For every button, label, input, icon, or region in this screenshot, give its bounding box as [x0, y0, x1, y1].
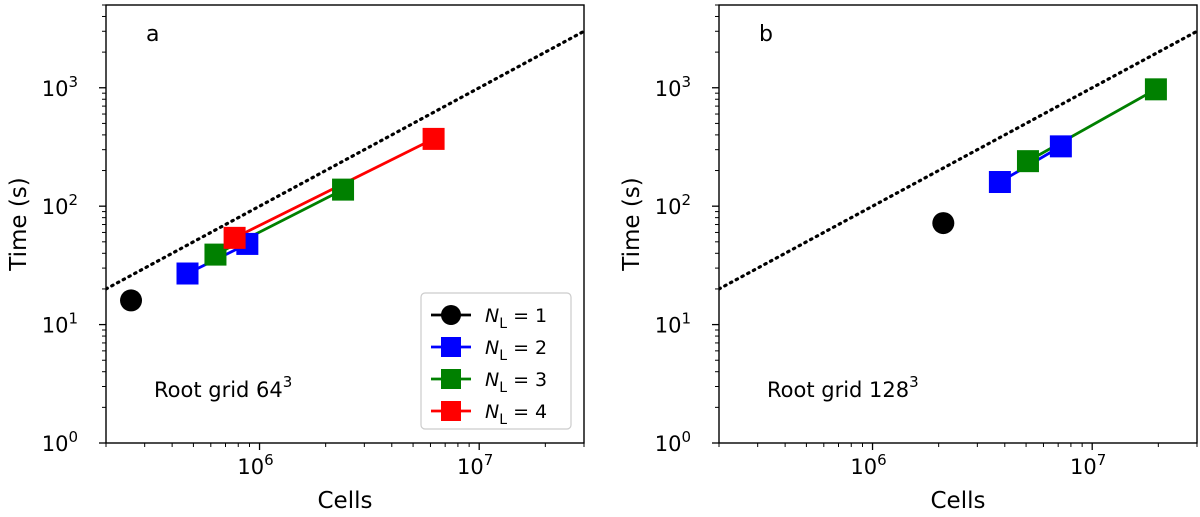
x-tick-label: 106 [237, 451, 273, 479]
data-point [1144, 78, 1167, 101]
legend-marker [441, 401, 461, 421]
plot-area [719, 29, 1197, 291]
legend-box [420, 292, 572, 430]
data-point [422, 127, 445, 150]
legend-item: NL = 4 [431, 401, 547, 428]
root-grid-label: Root grid 643 [154, 373, 292, 402]
panel-letter: a [146, 22, 159, 47]
plot-frame [105, 4, 585, 444]
y-tick-label: 101 [42, 310, 78, 338]
y-tick-label: 103 [42, 73, 78, 101]
data-point [204, 243, 227, 266]
x-tick-label: 107 [457, 451, 493, 479]
data-point [176, 262, 199, 285]
data-point [1016, 150, 1039, 173]
series-line-2 [1027, 88, 1157, 163]
panel-b: 106 107 100 101 102 103 Cells Time (s) b Root gri… [619, 4, 1198, 514]
reference-line [106, 29, 584, 291]
data-point [223, 226, 246, 249]
reference-line [719, 29, 1197, 291]
legend: NL = 1 NL = 2 NL = 3 NL = 4 [420, 292, 572, 430]
x-tick-label: 106 [850, 451, 886, 479]
legend-marker [441, 337, 461, 357]
y-axis-title: Time (s) [6, 177, 32, 272]
legend-item: NL = 3 [431, 369, 547, 396]
root-grid-label: Root grid 1283 [767, 373, 919, 402]
panel-a: 106 107 100 101 102 103 Cells Time (s) a Root gri… [6, 4, 585, 514]
legend-label: NL = 1 [485, 305, 547, 332]
x-axis-title: Cells [318, 488, 373, 514]
panel-letter: b [759, 22, 773, 47]
y-tick-label: 100 [655, 428, 691, 456]
legend-label: NL = 4 [485, 401, 547, 428]
data-point [988, 171, 1011, 194]
legend-label: NL = 3 [485, 369, 547, 396]
y-tick-label: 102 [655, 191, 691, 219]
y-tick-label: 101 [655, 310, 691, 338]
data-point [120, 289, 143, 312]
x-tick-label: 107 [1070, 451, 1106, 479]
data-point [332, 178, 355, 201]
x-axis-title: Cells [931, 488, 986, 514]
data-point [932, 212, 955, 235]
legend-label: NL = 2 [485, 337, 547, 364]
legend-item: NL = 1 [431, 305, 547, 332]
y-tick-label: 102 [42, 191, 78, 219]
data-point [1049, 135, 1072, 158]
y-tick-label: 100 [42, 428, 78, 456]
plot-area [106, 29, 584, 312]
legend-marker [441, 369, 461, 389]
plot-frame [718, 4, 1198, 444]
legend-marker [441, 305, 461, 325]
y-axis-title: Time (s) [619, 177, 645, 272]
legend-item: NL = 2 [431, 337, 547, 364]
y-tick-label: 103 [655, 73, 691, 101]
